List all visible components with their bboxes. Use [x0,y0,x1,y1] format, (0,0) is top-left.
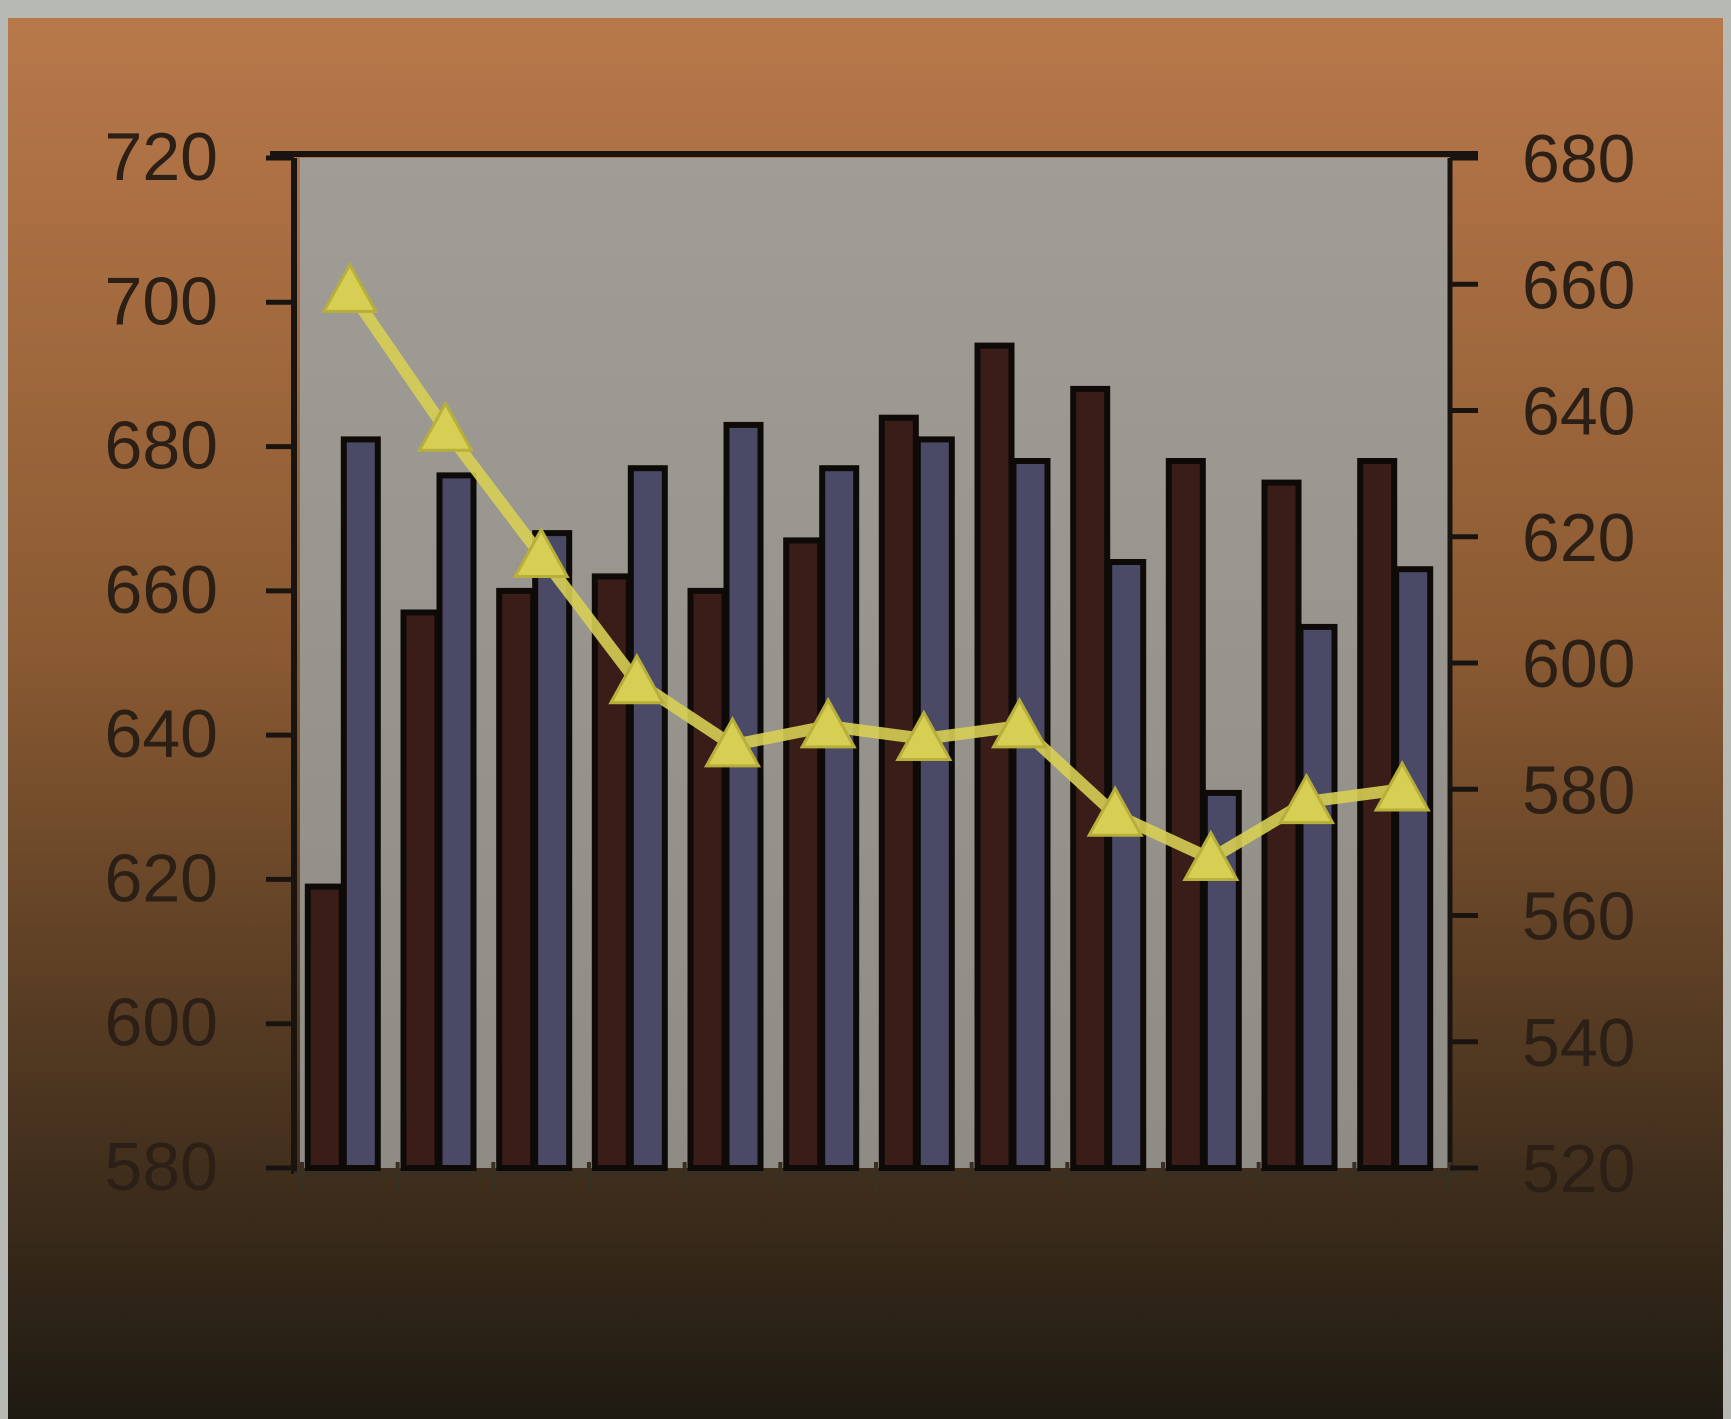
bar-series-1-9 [1165,458,1206,1171]
bar-series-2-7 [1010,458,1051,1171]
bar-series-1-7 [974,342,1015,1172]
bar-series-2-4 [723,421,764,1171]
line-point-3 [608,652,666,705]
line-point-9 [1182,829,1240,881]
axes-layer [266,151,1478,1192]
line-point-0 [321,261,379,313]
y-right-tick-label-5: 580 [1522,752,1635,828]
bar-series-2-10 [1297,623,1338,1171]
y-right-tick-label-3: 620 [1522,500,1635,576]
line-layer [321,261,1431,881]
bar-series-1-2 [496,587,537,1171]
y-left-tick-label-4: 640 [105,696,218,772]
bar-series-2-3 [627,465,668,1171]
y-right-tick-label-2: 640 [1522,374,1635,450]
line-point-1 [416,400,475,452]
bar-series-1-4 [687,587,728,1171]
y-right-tick-label-8: 520 [1522,1131,1635,1207]
bar-series-2-1 [436,472,477,1171]
bar-series-2-6 [914,436,955,1171]
line-point-5 [799,697,857,749]
tick-labels-layer: 720 700 680 660 640 620 600 580 680 660 640 620 600 5… [105,119,1636,1207]
bar-series-1-11 [1357,458,1398,1171]
bar-series-2-2 [532,530,573,1171]
bar-series-1-5 [783,537,824,1171]
plot-area [300,158,1448,1168]
y-right-tick-label-4: 600 [1522,626,1635,702]
y-right-tick-label-1: 660 [1522,247,1635,323]
line-point-10 [1277,772,1336,825]
bar-series-1-6 [878,414,919,1171]
bar-series-1-1 [400,609,441,1171]
bar-series-2-9 [1201,789,1242,1172]
y-right-tick-label-7: 540 [1522,1005,1635,1081]
bar-series-1-0 [304,883,345,1171]
bar-series-2-8 [1106,559,1147,1171]
y-right-tick-label-0: 680 [1522,121,1635,197]
y-left-tick-label-1: 700 [105,263,218,339]
y-left-tick-label-0: 720 [105,119,218,195]
line-point-7 [990,697,1049,749]
line-point-2 [512,526,570,578]
y-left-tick-label-7: 580 [105,1129,218,1205]
line-point-8 [1086,785,1144,837]
y-left-tick-label-3: 660 [105,552,218,628]
bar-series-2-5 [819,465,860,1171]
y-right-tick-label-6: 560 [1522,879,1635,955]
line-point-6 [895,709,953,762]
bar-series-2-11 [1393,566,1434,1171]
line-point-4 [703,715,762,768]
bars-layer [304,342,1434,1172]
y-left-tick-label-5: 620 [105,840,218,916]
line-point-11 [1373,760,1431,812]
line-series [343,284,1409,865]
bar-series-2-0 [340,436,381,1171]
y-left-tick-label-6: 600 [105,985,218,1061]
y-left-tick-label-2: 680 [105,408,218,484]
